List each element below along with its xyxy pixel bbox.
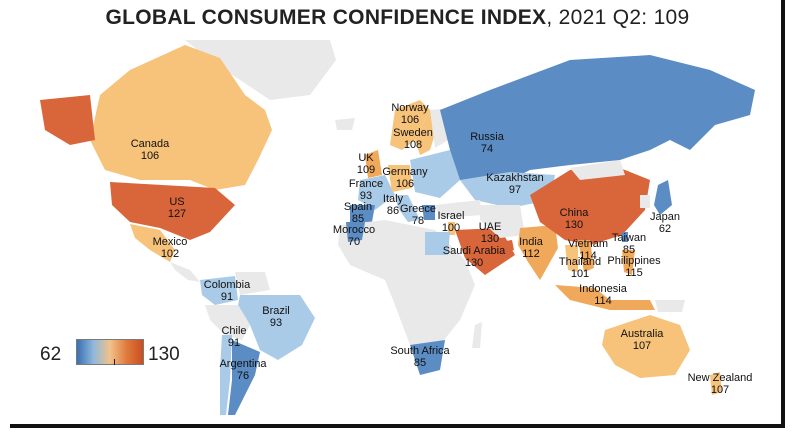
turkey-shape <box>435 200 482 218</box>
label-new-zealand: New Zealand 107 <box>687 372 753 396</box>
mongolia-shape <box>570 160 625 180</box>
label-philippines: Philippines 115 <box>607 255 661 279</box>
label-norway: Norway 106 <box>391 102 429 126</box>
italy-shape <box>395 195 420 222</box>
morocco-shape <box>346 222 365 242</box>
label-argentina: Argentina 76 <box>219 358 267 382</box>
label-canada: Canada 106 <box>130 138 170 162</box>
label-sweden: Sweden 108 <box>393 127 433 151</box>
alaska-shape <box>40 95 95 145</box>
title-main: GLOBAL CONSUMER CONFIDENCE INDEX <box>105 6 547 29</box>
legend-min-label: 62 <box>40 344 62 365</box>
label-thailand: Thailand 101 <box>558 256 602 280</box>
south-africa-shape <box>410 340 445 375</box>
map-panel: GLOBAL CONSUMER CONFIDENCE INDEX, 2021 Q… <box>10 0 785 428</box>
papua-shape <box>655 300 685 312</box>
vietnam-shape <box>578 240 594 272</box>
label-uae: UAE 130 <box>478 221 502 245</box>
kazakhstan-shape <box>460 172 555 208</box>
israel-shape <box>448 222 455 235</box>
brazil-shape <box>238 295 315 360</box>
label-brazil: Brazil 93 <box>262 305 290 329</box>
mexico-shape <box>130 224 175 262</box>
japan-shape <box>654 180 672 215</box>
label-italy: Italy 86 <box>382 193 404 217</box>
germany-shape <box>388 165 412 192</box>
iceland-shape <box>335 118 355 130</box>
label-australia: Australia 107 <box>620 328 664 352</box>
label-germany: Germany 106 <box>382 166 428 190</box>
label-south-africa: South Africa 85 <box>390 345 450 369</box>
label-saudi-arabia: Saudi Arabia 130 <box>442 245 506 269</box>
argentina-shape <box>228 340 260 415</box>
iran-shape <box>480 205 525 238</box>
colombia-shape <box>200 276 238 305</box>
label-china: China 130 <box>559 207 589 231</box>
us-shape <box>110 182 235 240</box>
saudi-arabia-shape <box>455 228 515 275</box>
australia-shape <box>602 315 690 378</box>
central-america-shape <box>170 262 200 282</box>
label-vietnam: Vietnam 114 <box>567 238 609 262</box>
china-shape <box>530 168 650 245</box>
greece-shape <box>422 205 435 220</box>
madagascar-shape <box>472 322 482 348</box>
korea-shape <box>640 195 650 208</box>
label-spain: Spain 85 <box>343 201 373 225</box>
label-mexico: Mexico 102 <box>152 236 188 260</box>
label-kazakhstan: Kazakhstan 97 <box>486 172 544 196</box>
russia-shape <box>440 55 755 190</box>
norway-shape <box>390 100 430 150</box>
label-israel: Israel 100 <box>437 210 465 234</box>
label-indonesia: Indonesia 114 <box>579 283 627 307</box>
world-map <box>40 40 755 415</box>
legend-max-label: 130 <box>148 344 180 365</box>
spain-shape <box>350 205 375 222</box>
label-russia: Russia 74 <box>470 131 504 155</box>
africa-shape <box>338 220 475 365</box>
label-us: US 127 <box>167 196 187 220</box>
label-uk: UK 109 <box>356 152 376 176</box>
new-zealand-shape <box>710 372 722 395</box>
label-morocco: Morocco 70 <box>332 224 376 248</box>
eastern-europe-shape <box>410 150 460 198</box>
label-india: India 112 <box>519 236 543 260</box>
label-greece: Greece 78 <box>399 203 437 227</box>
venezuela-shape <box>235 272 270 295</box>
peru-shape <box>205 305 250 340</box>
uk-shape <box>365 150 382 178</box>
label-chile: Chile 91 <box>221 325 247 349</box>
egypt-shape <box>425 232 450 255</box>
title-subtitle: , 2021 Q2: 109 <box>546 6 690 29</box>
indonesia-shape <box>555 285 655 310</box>
legend-tick <box>114 359 115 365</box>
label-taiwan: Taiwan 85 <box>611 232 647 256</box>
label-japan: Japan 62 <box>650 211 680 235</box>
legend-color-scale <box>76 339 144 365</box>
label-colombia: Colombia 91 <box>203 279 251 303</box>
taiwan-shape <box>622 232 628 242</box>
philippines-shape <box>622 250 635 275</box>
label-france: France 93 <box>348 178 384 202</box>
chile-shape <box>220 335 232 415</box>
greenland-shape <box>185 40 336 100</box>
france-shape <box>358 175 395 210</box>
thailand-shape <box>565 245 578 272</box>
india-shape <box>518 225 558 280</box>
chart-title: GLOBAL CONSUMER CONFIDENCE INDEX, 2021 Q… <box>10 6 785 30</box>
canada-shape <box>90 45 272 190</box>
uae-shape <box>500 240 514 252</box>
